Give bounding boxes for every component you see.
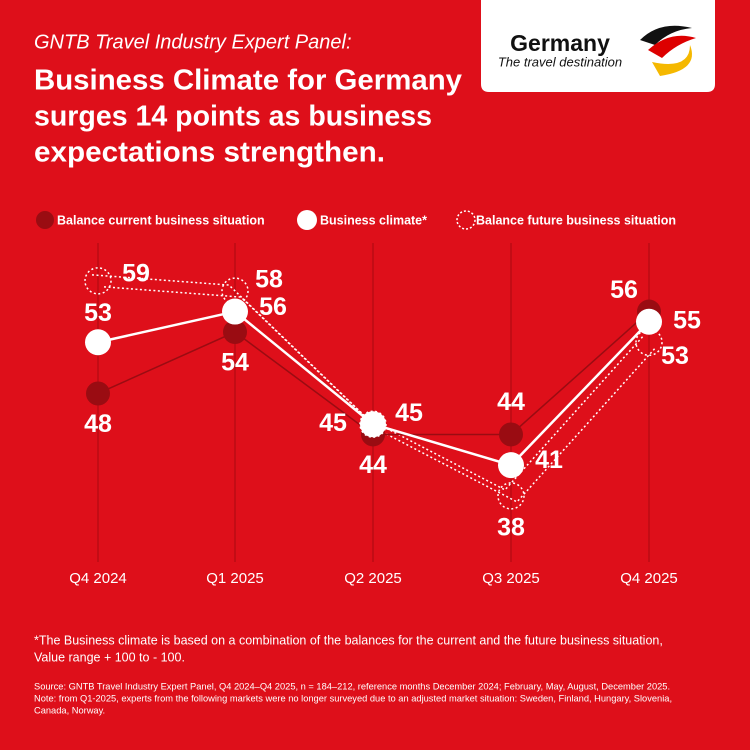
value-label: 45 bbox=[319, 409, 347, 437]
x-tick-label: Q4 2024 bbox=[69, 570, 127, 587]
logo-tagline: The travel destination bbox=[498, 54, 622, 69]
value-label: 41 bbox=[535, 446, 563, 474]
value-label: 44 bbox=[359, 451, 387, 479]
logo-swoosh bbox=[648, 35, 696, 58]
value-label: 53 bbox=[661, 342, 689, 370]
footnote: *The Business climate is based on a comb… bbox=[34, 633, 663, 647]
marker bbox=[85, 329, 111, 356]
value-label: 45 bbox=[395, 399, 423, 427]
value-label: 58 bbox=[255, 266, 283, 294]
footnote: Value range + 100 to - 100. bbox=[34, 650, 185, 664]
legend-marker bbox=[456, 210, 476, 230]
value-label: 54 bbox=[221, 349, 249, 377]
marker bbox=[222, 298, 248, 325]
marker bbox=[360, 411, 386, 438]
value-label: 53 bbox=[84, 299, 112, 327]
marker bbox=[223, 320, 247, 345]
legend-label: Business climate* bbox=[320, 213, 427, 227]
value-label: 55 bbox=[673, 306, 701, 334]
marker bbox=[636, 308, 662, 335]
source: Note: from Q1-2025, experts from the fol… bbox=[34, 693, 672, 703]
marker bbox=[499, 422, 523, 447]
value-label: 59 bbox=[122, 259, 150, 287]
marker bbox=[635, 328, 663, 357]
legend-label: Balance future business situation bbox=[476, 213, 676, 227]
chart-title: Business Climate for Germany bbox=[34, 65, 462, 97]
marker bbox=[86, 381, 110, 406]
value-label: 38 bbox=[497, 513, 525, 541]
value-label: 56 bbox=[610, 276, 638, 304]
chart-title: surges 14 points as business bbox=[34, 101, 432, 133]
x-tick-label: Q3 2025 bbox=[482, 570, 540, 587]
chart-title: expectations strengthen. bbox=[34, 137, 385, 169]
marker bbox=[497, 482, 525, 510]
logo-name: Germany bbox=[510, 30, 610, 56]
value-label: 44 bbox=[497, 388, 525, 416]
legend-marker bbox=[297, 210, 317, 230]
x-tick-label: Q4 2025 bbox=[620, 570, 678, 587]
marker bbox=[84, 267, 112, 295]
x-tick-label: Q2 2025 bbox=[344, 570, 402, 587]
source: Canada, Norway. bbox=[34, 705, 105, 715]
marker bbox=[498, 452, 524, 479]
kicker: GNTB Travel Industry Expert Panel: bbox=[34, 31, 352, 53]
marker bbox=[221, 277, 249, 305]
value-label: 48 bbox=[84, 410, 112, 438]
source: Source: GNTB Travel Industry Expert Pane… bbox=[34, 681, 670, 691]
x-tick-label: Q1 2025 bbox=[206, 570, 264, 587]
value-label: 56 bbox=[259, 293, 287, 321]
logo-swoosh bbox=[640, 25, 692, 45]
logo-swoosh bbox=[652, 45, 692, 76]
legend-label: Balance current business situation bbox=[57, 213, 265, 227]
legend-marker bbox=[36, 211, 54, 229]
